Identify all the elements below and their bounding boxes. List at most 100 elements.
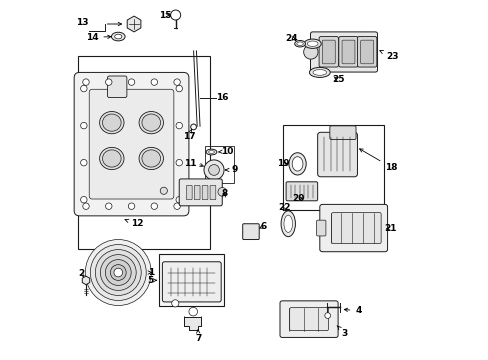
- Ellipse shape: [139, 147, 163, 170]
- Ellipse shape: [288, 153, 305, 175]
- Text: 15: 15: [159, 10, 171, 19]
- Text: 6: 6: [259, 222, 266, 231]
- Circle shape: [90, 244, 146, 301]
- Ellipse shape: [206, 149, 217, 155]
- Text: 3: 3: [336, 325, 347, 338]
- Ellipse shape: [111, 32, 125, 41]
- FancyBboxPatch shape: [289, 308, 328, 330]
- Text: 14: 14: [85, 33, 111, 42]
- Text: 21: 21: [384, 224, 396, 233]
- FancyBboxPatch shape: [210, 185, 215, 200]
- Text: 9: 9: [225, 166, 237, 175]
- Text: 25: 25: [331, 75, 344, 84]
- Circle shape: [151, 79, 157, 85]
- Circle shape: [151, 203, 157, 210]
- Circle shape: [81, 197, 87, 203]
- Circle shape: [85, 239, 151, 306]
- Circle shape: [81, 122, 87, 129]
- Text: 4: 4: [344, 306, 361, 315]
- Polygon shape: [127, 16, 141, 32]
- Circle shape: [100, 255, 136, 291]
- FancyBboxPatch shape: [319, 204, 387, 252]
- FancyBboxPatch shape: [341, 40, 354, 64]
- Text: 16: 16: [215, 93, 228, 102]
- Text: 20: 20: [291, 194, 304, 203]
- Circle shape: [114, 268, 122, 277]
- Circle shape: [208, 165, 219, 175]
- Circle shape: [218, 188, 226, 196]
- Text: 24: 24: [285, 34, 298, 43]
- Circle shape: [303, 45, 317, 59]
- Text: 23: 23: [379, 50, 398, 61]
- Circle shape: [95, 249, 141, 296]
- FancyBboxPatch shape: [329, 126, 355, 139]
- Ellipse shape: [100, 112, 124, 134]
- FancyBboxPatch shape: [316, 220, 325, 236]
- Text: 12: 12: [125, 219, 143, 228]
- Bar: [159, 254, 224, 306]
- Text: 11: 11: [184, 159, 197, 168]
- Text: 22: 22: [278, 203, 290, 212]
- Text: 19: 19: [276, 159, 289, 168]
- Ellipse shape: [306, 41, 317, 46]
- Ellipse shape: [115, 34, 122, 39]
- Text: 18: 18: [359, 149, 397, 172]
- Circle shape: [176, 122, 182, 129]
- Ellipse shape: [102, 150, 121, 167]
- Ellipse shape: [294, 41, 305, 47]
- Circle shape: [81, 159, 87, 166]
- Text: 2: 2: [79, 269, 84, 278]
- Text: 8: 8: [221, 189, 227, 198]
- FancyBboxPatch shape: [179, 179, 222, 206]
- Circle shape: [203, 160, 224, 180]
- Text: 10: 10: [218, 147, 233, 156]
- FancyBboxPatch shape: [322, 40, 335, 64]
- FancyBboxPatch shape: [285, 182, 317, 201]
- Circle shape: [105, 203, 112, 210]
- Ellipse shape: [284, 215, 292, 232]
- FancyBboxPatch shape: [280, 301, 337, 337]
- FancyBboxPatch shape: [360, 40, 373, 64]
- FancyBboxPatch shape: [107, 76, 126, 98]
- Ellipse shape: [208, 150, 214, 153]
- Ellipse shape: [139, 112, 163, 134]
- FancyBboxPatch shape: [162, 262, 221, 302]
- Circle shape: [82, 203, 89, 210]
- FancyBboxPatch shape: [194, 185, 200, 200]
- Ellipse shape: [304, 39, 321, 48]
- Text: 17: 17: [182, 129, 195, 141]
- FancyBboxPatch shape: [310, 32, 377, 72]
- FancyBboxPatch shape: [89, 89, 174, 199]
- FancyBboxPatch shape: [319, 37, 338, 67]
- Circle shape: [176, 85, 182, 92]
- Bar: [78, 56, 210, 249]
- Ellipse shape: [292, 157, 303, 171]
- Circle shape: [188, 307, 197, 316]
- Circle shape: [174, 79, 180, 85]
- Text: 13: 13: [76, 18, 88, 27]
- Circle shape: [324, 313, 330, 319]
- Ellipse shape: [312, 69, 326, 75]
- FancyBboxPatch shape: [186, 185, 192, 200]
- FancyBboxPatch shape: [317, 132, 357, 177]
- Ellipse shape: [142, 114, 160, 131]
- Ellipse shape: [102, 114, 121, 131]
- Circle shape: [174, 203, 180, 210]
- Circle shape: [81, 85, 87, 92]
- Circle shape: [176, 159, 182, 166]
- Circle shape: [176, 197, 182, 203]
- Circle shape: [82, 79, 89, 85]
- Ellipse shape: [309, 67, 329, 77]
- Circle shape: [128, 203, 135, 210]
- Polygon shape: [82, 276, 89, 285]
- FancyBboxPatch shape: [242, 224, 259, 239]
- Polygon shape: [183, 317, 201, 330]
- Ellipse shape: [142, 150, 160, 167]
- Circle shape: [110, 265, 126, 280]
- Bar: [204, 146, 234, 183]
- Ellipse shape: [296, 42, 303, 45]
- Circle shape: [105, 260, 131, 285]
- Circle shape: [171, 300, 179, 307]
- Circle shape: [160, 187, 167, 194]
- Ellipse shape: [281, 211, 295, 237]
